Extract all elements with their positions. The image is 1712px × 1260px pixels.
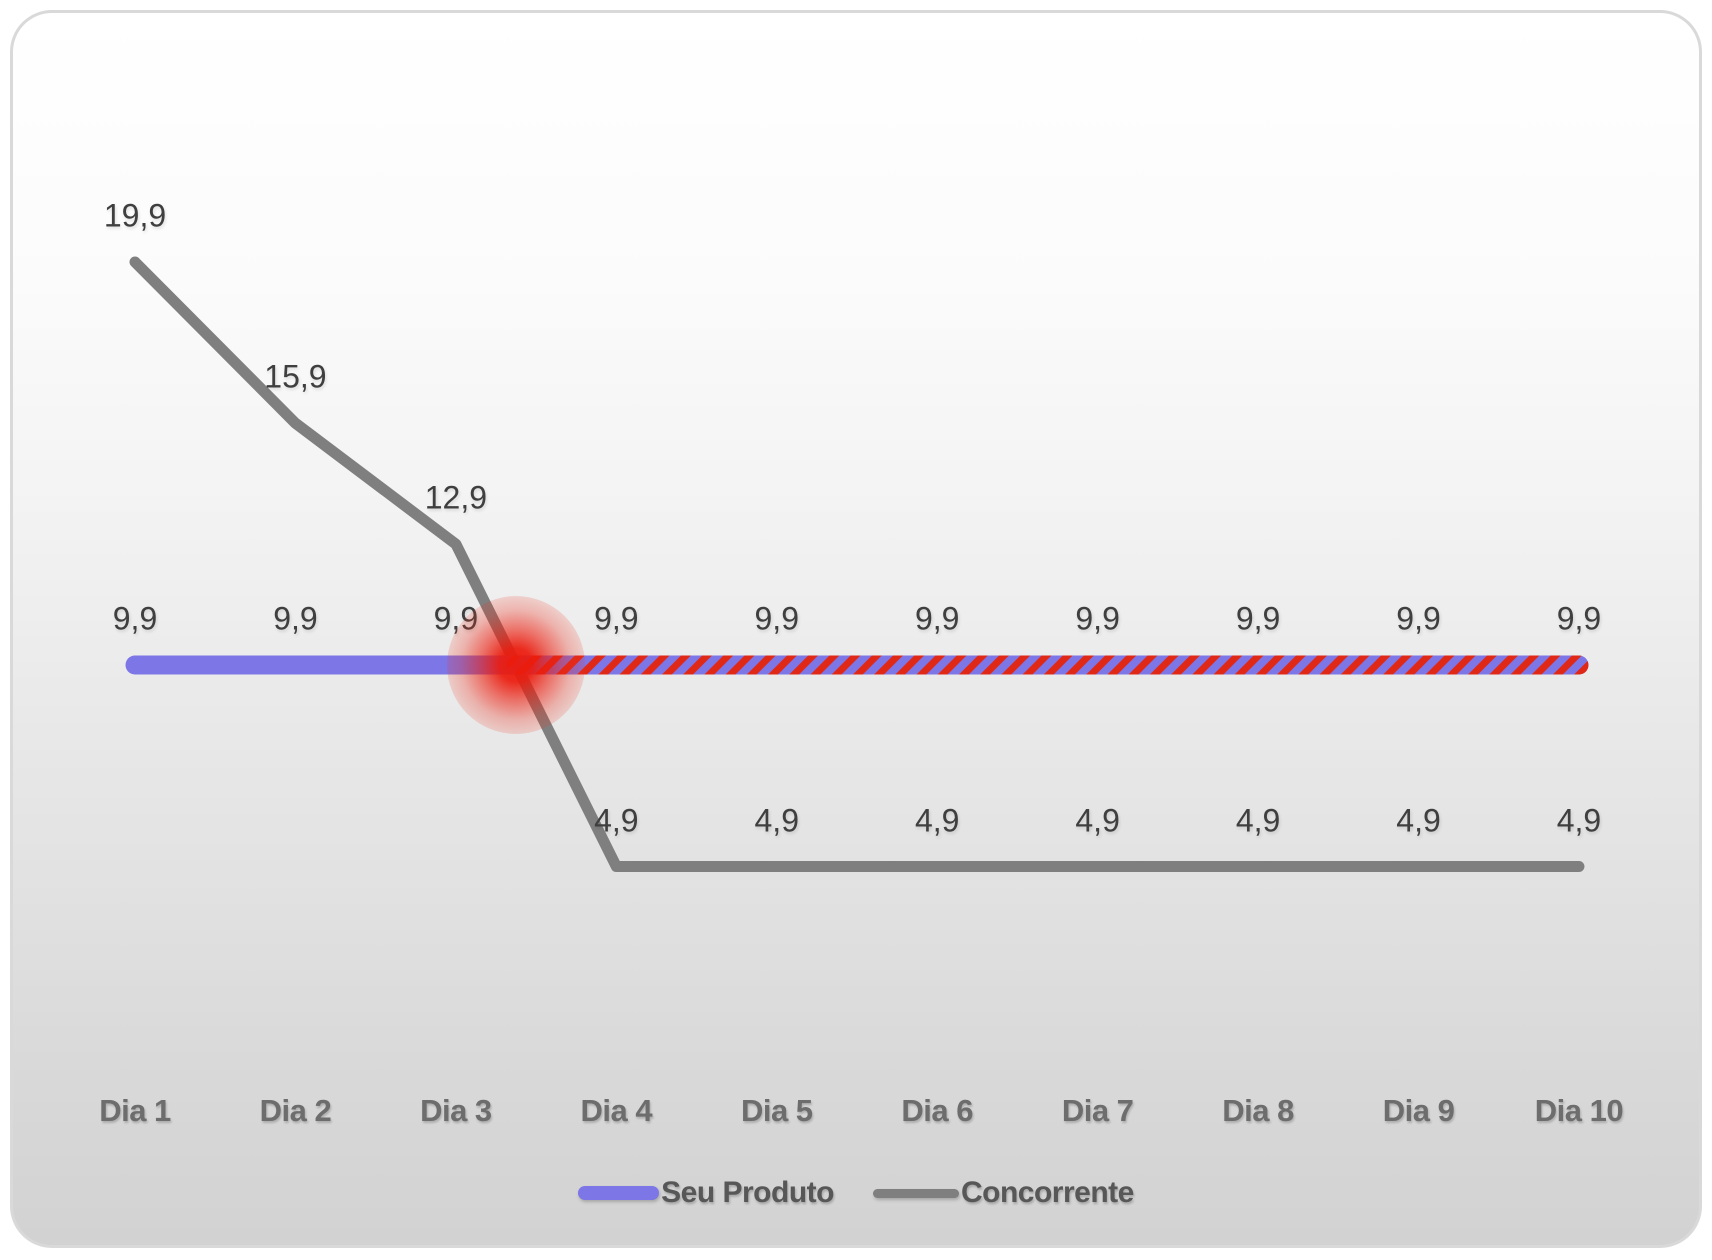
- legend-label-seu-produto: Seu Produto: [661, 1176, 834, 1209]
- value-label-concorrente-4: 4,9: [594, 802, 639, 838]
- value-label-seu-produto-7: 9,9: [1075, 600, 1120, 637]
- value-label-seu-produto-5: 9,9: [754, 600, 799, 637]
- x-axis-label-1: Dia 1: [99, 1093, 171, 1128]
- value-label-concorrente-2: 15,9: [264, 358, 327, 395]
- value-label-concorrente-3: 12,9: [424, 479, 488, 516]
- value-label-concorrente-1: 19,9: [103, 197, 167, 234]
- legend-swatch-concorrente: [872, 1188, 959, 1198]
- value-label-seu-produto-4: 9,9: [594, 600, 639, 637]
- value-label-seu-produto-9: 9,9: [1396, 600, 1441, 637]
- value-label-concorrente-7: 4,9: [1075, 802, 1120, 838]
- value-label-concorrente-9: 4,9: [1396, 802, 1441, 838]
- x-axis-label-3: Dia 3: [420, 1093, 492, 1128]
- legend: Seu Produto Concorrente: [0, 1170, 1712, 1216]
- value-label-seu-produto-3: 9,9: [433, 600, 479, 637]
- competitor-line: [129, 256, 1585, 872]
- x-axis-label-8: Dia 8: [1222, 1093, 1294, 1128]
- value-label-seu-produto-10: 9,9: [1556, 600, 1602, 637]
- value-label-seu-produto-2: 9,9: [273, 600, 318, 637]
- legend-label-concorrente: Concorrente: [960, 1176, 1134, 1209]
- x-axis-label-9: Dia 9: [1382, 1093, 1455, 1128]
- legend-swatch-seu-produto: [578, 1186, 660, 1200]
- value-label-concorrente-5: 4,9: [754, 802, 799, 838]
- x-axis-label-10: Dia 10: [1534, 1093, 1624, 1128]
- value-label-seu-produto-6: 9,9: [914, 600, 960, 637]
- value-label-seu-produto-1: 9,9: [112, 600, 158, 637]
- value-label-concorrente-8: 4,9: [1235, 802, 1281, 838]
- chart-card: [10, 10, 1702, 1248]
- x-axis-label-6: Dia 6: [901, 1093, 973, 1128]
- x-axis-label-2: Dia 2: [259, 1093, 332, 1128]
- value-label-concorrente-6: 4,9: [914, 802, 960, 838]
- x-axis-label-4: Dia 4: [580, 1093, 653, 1128]
- legend-item-seu-produto: Seu Produto: [578, 1176, 834, 1210]
- x-axis-label-5: Dia 5: [740, 1093, 813, 1128]
- value-label-seu-produto-8: 9,9: [1235, 600, 1281, 637]
- x-axis-label-7: Dia 7: [1061, 1093, 1134, 1128]
- value-label-concorrente-10: 4,9: [1556, 802, 1602, 838]
- legend-item-concorrente: Concorrente: [872, 1176, 1134, 1210]
